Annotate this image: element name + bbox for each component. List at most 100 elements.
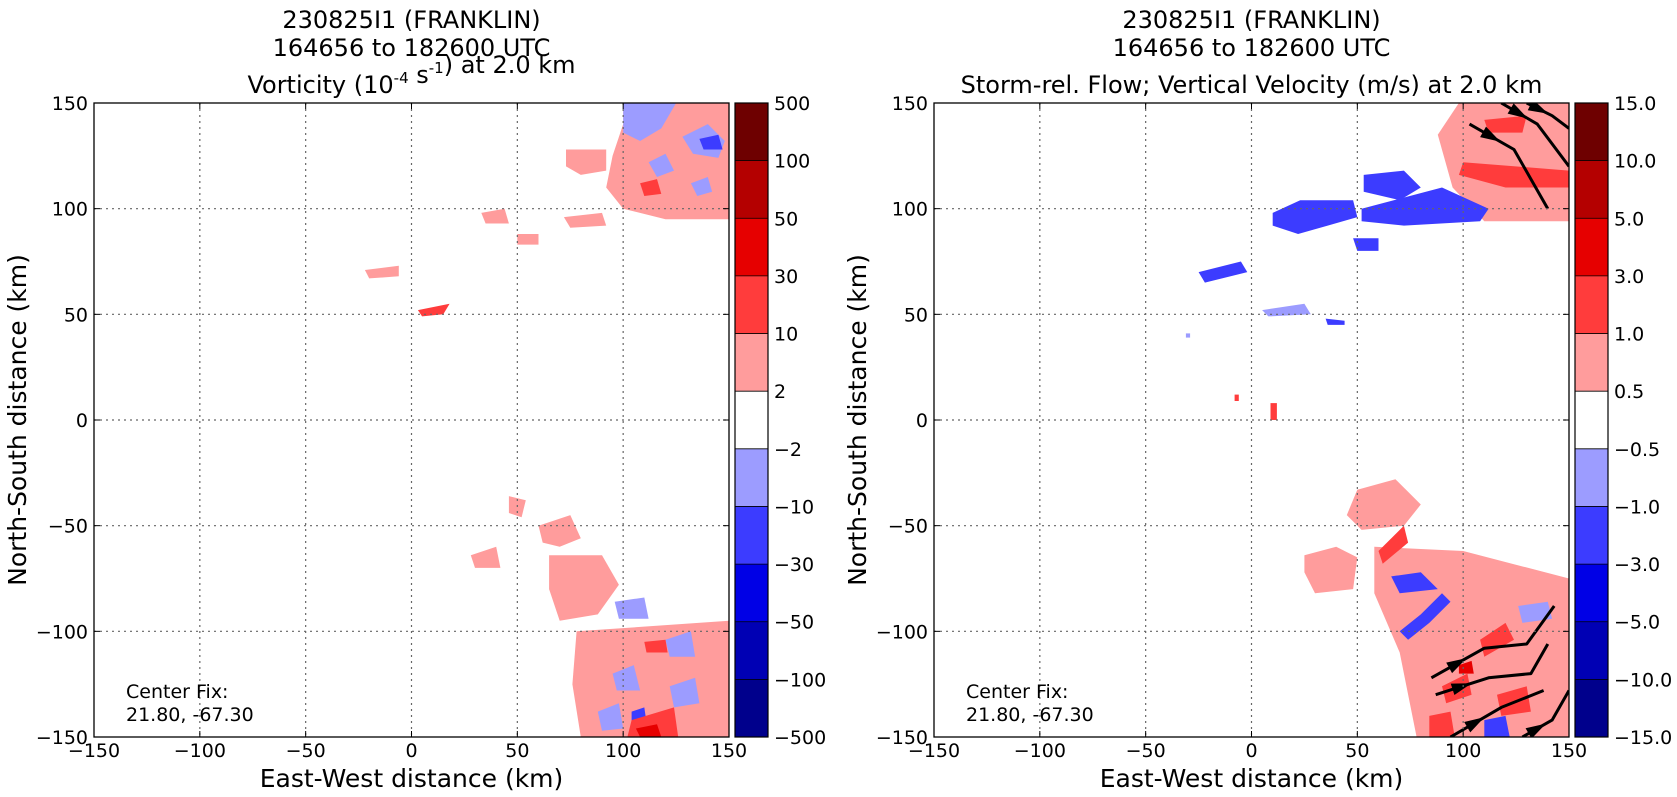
colorbar-label: −500 [774,727,826,749]
x-axis-label: East-West distance (km) [260,764,564,793]
contour-region [1458,162,1569,188]
colorbar-label: 10.0 [1614,151,1656,173]
contour-region [1399,593,1451,640]
x-tick-label: 100 [605,740,641,762]
y-tick-label: 50 [64,304,88,326]
contour-region [1391,572,1438,594]
colorbar-band [1575,160,1608,219]
contour-region [1437,103,1569,222]
contour-region [699,134,723,150]
y-tick-label: −100 [876,621,928,643]
colorbar-band [735,621,768,680]
contour-region [640,179,662,196]
colorbar-band [735,103,768,162]
colorbar-band [1575,218,1608,277]
contour-region [1198,261,1248,283]
colorbar-label: −3.0 [1614,554,1660,576]
center-fix-annotation: 21.80, -67.30 [966,704,1094,726]
y-axis-label: North-South distance (km) [3,254,32,586]
colorbar-label: −30 [774,554,814,576]
y-tick-label: 100 [52,199,88,221]
subtitle-superscript: -1 [429,59,444,77]
contour-region [1234,394,1239,401]
colorbar-band [735,448,768,507]
colorbar-label: 50 [774,208,798,230]
colorbar-label: 10 [774,324,798,346]
colorbar-band [735,679,768,738]
vorticity-panel: −150 −100 −50 0 50 100 150−150−100−50050100150… [3,6,826,793]
contour-region [1484,715,1510,737]
contour-region [517,234,539,245]
contour-region [648,153,674,177]
colorbar-band [735,564,768,623]
x-tick-label: −50 [286,740,326,762]
x-tick-label: −100 [1014,740,1066,762]
subtitle-part: Vorticity (10 [247,71,393,99]
y-tick-label: 150 [892,93,928,115]
contour-region [549,555,619,621]
contour-region [665,631,696,657]
streamline-arrow [1525,723,1546,737]
y-tick-label: 150 [52,93,88,115]
colorbar-band [1575,333,1608,392]
contour-region [1304,546,1358,594]
colorbar-band [1575,679,1608,738]
vertical-velocity-panel: −150 −100 −50 0 50 100 150 −150 −100 −50 0 50 100 150… [843,6,1672,793]
colorbar-label: −0.5 [1614,439,1660,461]
subtitle-part: s [409,61,429,89]
contour-region [1270,403,1277,420]
streamline-arrow [1450,683,1472,696]
y-tick-label: −50 [888,516,928,538]
chart-subtitle: Vorticity (10-4 s-1) at 2.0 km [247,51,575,99]
filled-contours [1185,103,1569,737]
x-tick-label: −150 [68,740,120,762]
contour-region [417,303,450,317]
chart-title: 164656 to 182600 UTC [1113,34,1391,62]
colorbar-label: −50 [774,612,814,634]
contour-region [470,546,501,568]
streamline-arrow [1507,103,1528,119]
x-tick-label: −100 [174,740,226,762]
colorbar: 500 100 50 30 10 2 −2 −10 −30 −50 −100 −500 [734,93,826,749]
contour-region [1361,187,1489,226]
colorbar-band [1575,506,1608,565]
colorbar-band [735,391,768,450]
contour-region [690,177,713,196]
y-tick-label: 100 [892,199,928,221]
subtitle-superscript: -4 [394,69,409,87]
center-fix-annotation: 21.80, -67.30 [126,704,254,726]
contour-region [364,265,399,279]
contour-region [563,212,607,228]
contour-region [669,677,700,708]
colorbar-band [735,218,768,277]
colorbar-label: 1.0 [1614,324,1644,346]
colorbar-label: 0.5 [1614,381,1644,403]
streamline-arrow [1464,717,1485,733]
chart-title: 230825I1 (FRANKLIN) [1122,6,1380,34]
colorbar-label: −15.0 [1614,727,1672,749]
contour-region [635,724,662,737]
colorbar-band [735,506,768,565]
filled-contours [364,103,729,737]
center-fix-annotation: Center Fix: [126,681,228,703]
x-tick-label: 150 [711,740,747,762]
y-tick-label: 50 [904,304,928,326]
contour-region [1378,525,1409,564]
x-tick-label: 0 [405,740,417,762]
colorbar-label: 2 [774,381,786,403]
subtitle-part: ) at 2.0 km [444,51,576,79]
colorbar-frame [1574,102,1609,738]
x-tick-label: 50 [505,740,529,762]
colorbar-band [1575,564,1608,623]
contour-region [597,703,624,731]
center-fix-annotation: Center Fix: [966,681,1068,703]
contour-region [566,149,607,175]
colorbar-label: 30 [774,266,798,288]
chart-title: 230825I1 (FRANKLIN) [282,6,540,34]
colorbar-label: −100 [774,669,826,691]
colorbar-label: −10 [774,496,814,518]
colorbar-band [735,160,768,219]
contour-region [1325,318,1345,325]
contour-region [1363,170,1421,201]
x-axis-label: East-West distance (km) [1100,764,1404,793]
